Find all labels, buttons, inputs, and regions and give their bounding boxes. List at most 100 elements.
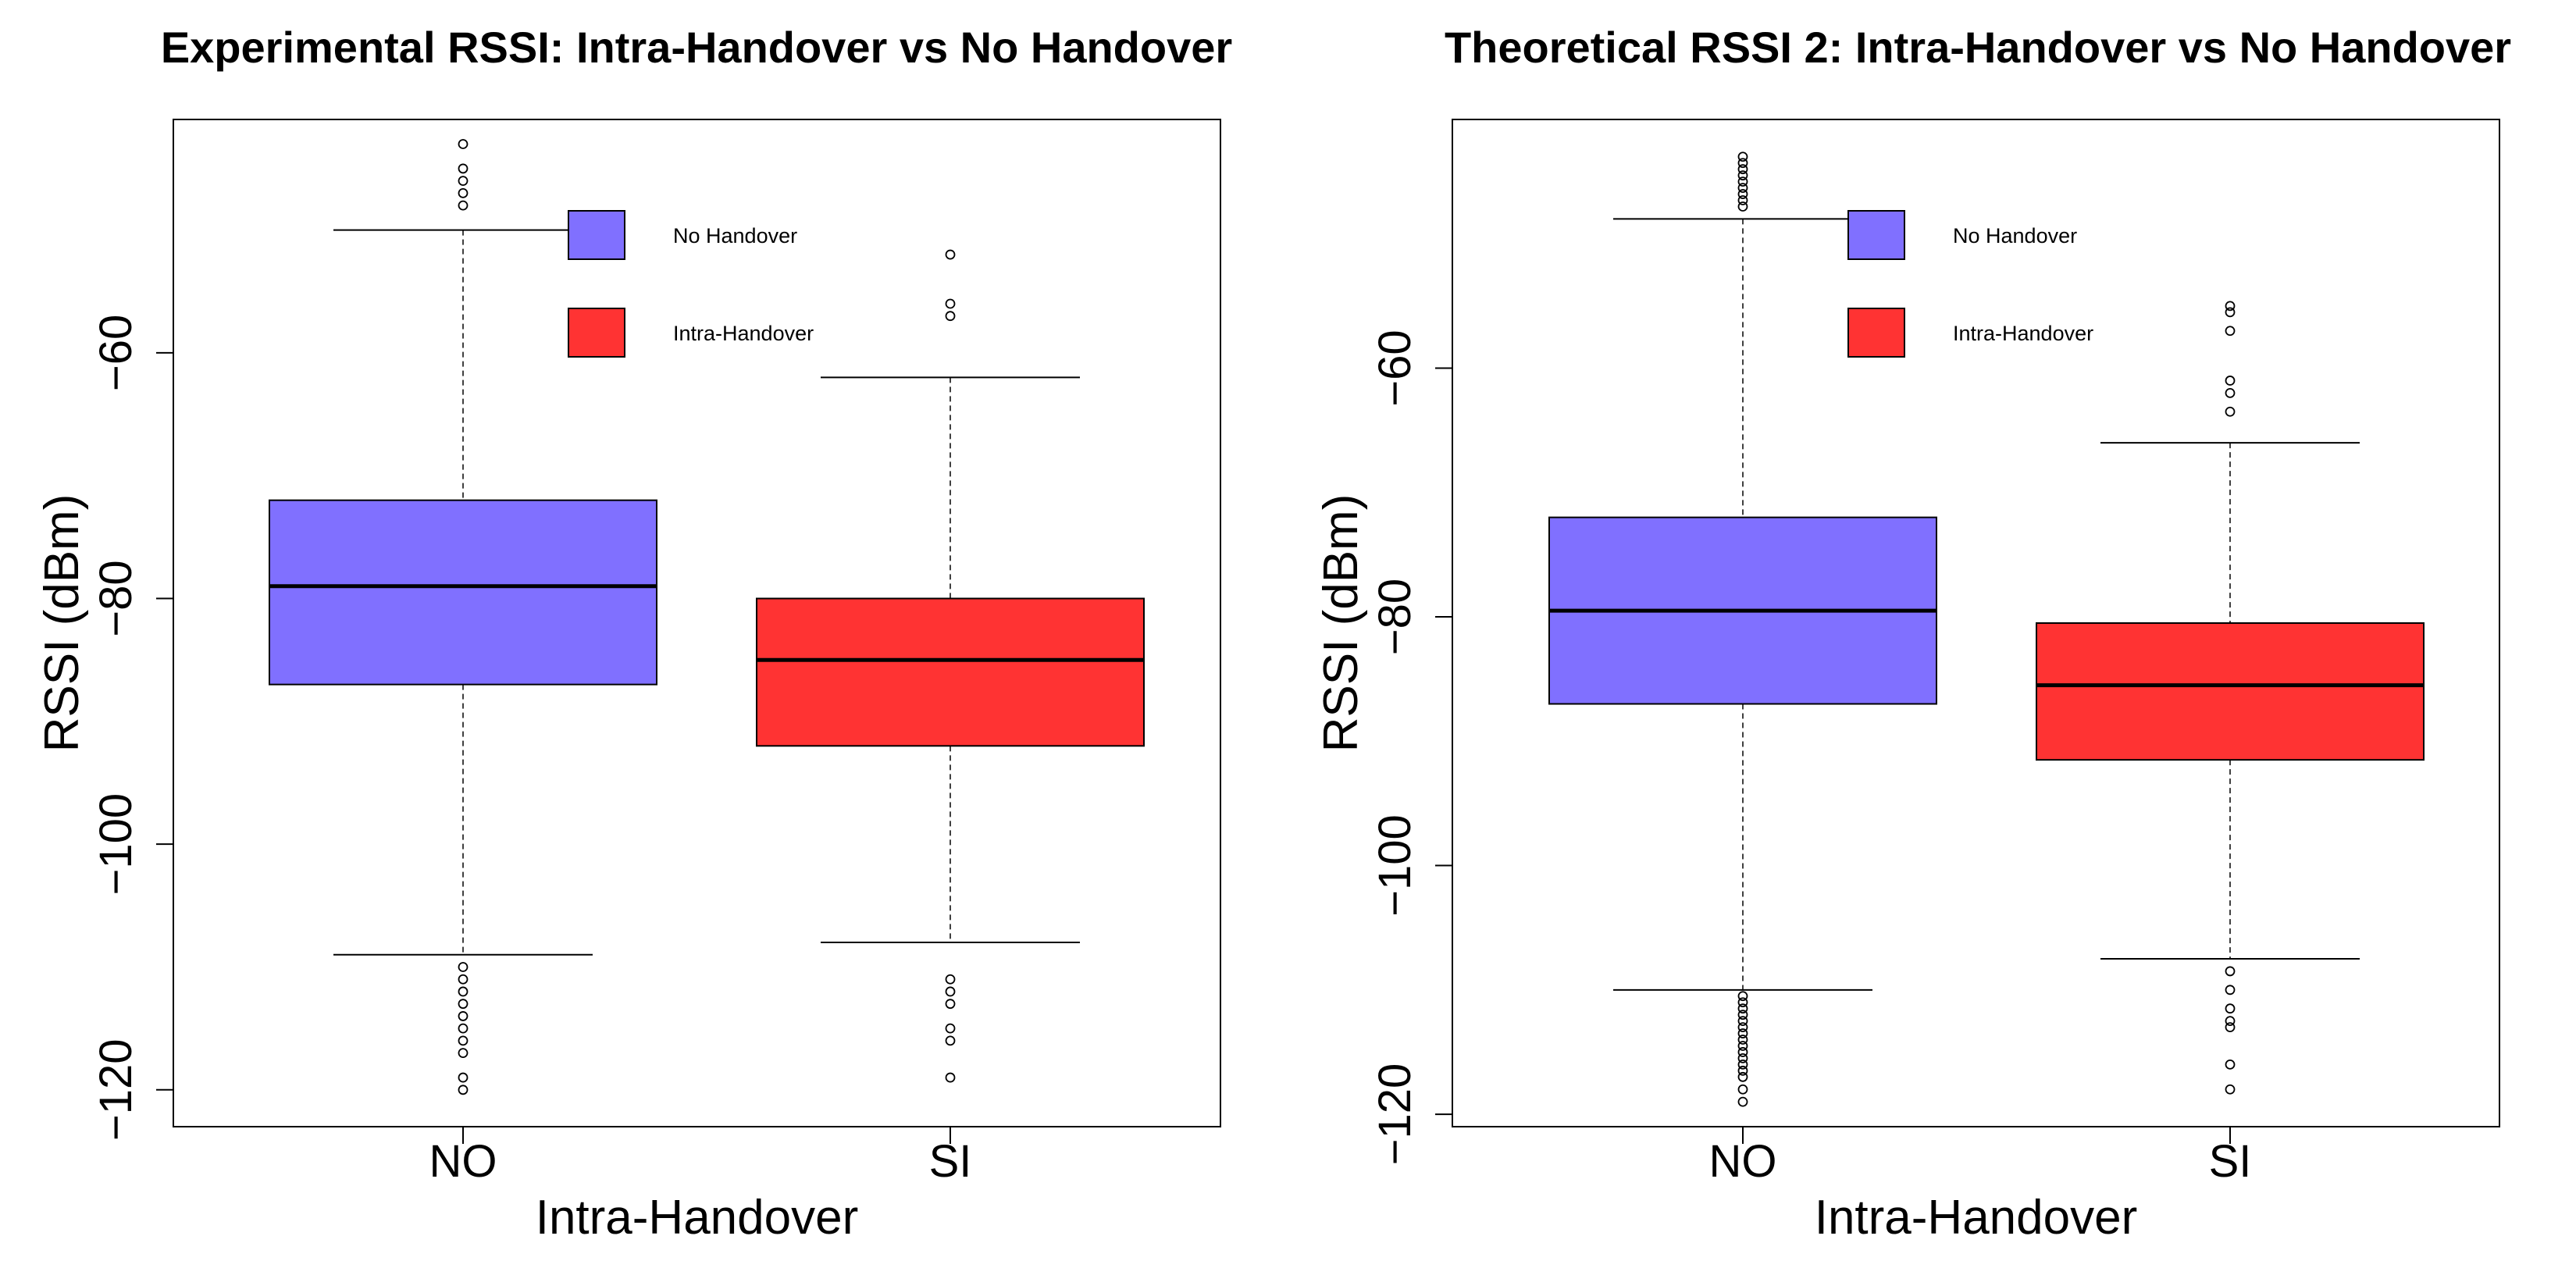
legend-swatch [568,210,625,260]
y-tick-label: −80 [91,560,141,636]
outlier-point [458,986,469,997]
legend-label: No Handover [1953,224,2077,248]
outlier-point [2225,376,2236,386]
outlier-point [458,1085,469,1095]
legend-label: Intra-Handover [673,322,814,345]
outlier-point [1737,151,1748,162]
outlier-point [945,974,956,985]
y-axis-label: RSSI (dBm) [35,494,89,753]
outlier-point [2225,1022,2236,1032]
outlier-point [458,1011,469,1021]
outlier-point [2225,387,2236,398]
x-axis-label: Intra-Handover [536,1191,859,1245]
outlier-point [1737,1028,1748,1038]
x-tick-label-si: SI [929,1136,972,1187]
theoretical-rssi-panel: Theoretical RSSI 2: Intra-Handover vs No… [1314,23,2511,1245]
outlier-point [2225,301,2236,312]
outlier-point [1737,1065,1748,1076]
x-axis-label: Intra-Handover [1815,1191,2138,1245]
outlier-point [2225,1003,2236,1014]
legend-label: No Handover [673,224,797,248]
outlier-point [945,249,956,260]
y-tick-label: −80 [1370,579,1420,655]
outlier-point [1737,1047,1748,1057]
outlier-point [458,139,469,149]
outlier-point [1737,1059,1748,1070]
y-tick-label: −120 [91,1038,141,1141]
experimental-rssi-panel: Experimental RSSI: Intra-Handover vs No … [35,23,1232,1245]
x-tick-label-si: SI [2209,1136,2252,1187]
outlier-point [945,311,956,322]
outlier-point [1737,195,1748,205]
outlier-point [458,974,469,985]
outlier-point [1737,189,1748,199]
outlier-point [1737,1071,1748,1082]
outlier-point [458,1048,469,1059]
outlier-point [1737,1010,1748,1020]
outlier-point [2225,326,2236,337]
outlier-point [1737,1041,1748,1051]
chart-title: Experimental RSSI: Intra-Handover vs No … [161,23,1232,72]
legend-swatch [568,308,625,358]
outlier-point [1737,1035,1748,1045]
y-axis-label: RSSI (dBm) [1314,494,1368,753]
y-tick-label: −100 [1370,814,1420,917]
box-si [756,249,1145,1083]
legend: No Handover Intra-Handover [1847,210,2093,358]
outlier-point [458,1035,469,1046]
y-tick-label: −60 [1370,329,1420,406]
outlier-point [458,200,469,211]
outlier-point [2225,406,2236,417]
y-tick-label: −100 [91,793,141,896]
x-tick-label-no: NO [1709,1136,1777,1187]
outlier-point [1737,158,1748,169]
outlier-point [1737,201,1748,212]
outlier-point [945,986,956,997]
outlier-point [458,187,469,198]
outlier-point [2225,307,2236,318]
outlier-point [1737,176,1748,187]
outlier-point [2225,985,2236,996]
outlier-point [458,176,469,187]
box-iqr [2036,622,2425,761]
outlier-point [1737,170,1748,181]
outlier-point [1737,1003,1748,1014]
outlier-point [945,298,956,309]
plot-frame [1452,119,2500,1127]
legend-swatch [1847,210,1905,260]
chart-title: Theoretical RSSI 2: Intra-Handover vs No… [1445,23,2511,72]
outlier-point [945,1072,956,1083]
outlier-point [458,962,469,972]
outlier-point [2225,966,2236,977]
box-iqr [756,597,1145,747]
outlier-point [1737,1096,1748,1107]
outlier-point [2225,1059,2236,1070]
legend-swatch [1847,308,1905,358]
box-no [269,139,657,1095]
outlier-point [945,1035,956,1046]
legend: No Handover Intra-Handover [568,210,814,358]
outlier-point [1737,1022,1748,1032]
y-tick-label: −60 [91,315,141,391]
outlier-point [1737,183,1748,193]
box-si [2036,301,2425,1095]
x-tick-label-no: NO [429,1136,497,1187]
y-tick-label: −120 [1370,1063,1420,1166]
outlier-point [2225,1084,2236,1095]
outlier-point [945,1023,956,1034]
outlier-point [458,1023,469,1034]
outlier-point [1737,991,1748,1002]
outlier-point [945,999,956,1010]
box-iqr [269,499,657,686]
outlier-point [458,1072,469,1083]
outlier-point [458,999,469,1010]
outlier-point [1737,1084,1748,1095]
plot-frame [173,119,1221,1127]
outlier-point [458,163,469,174]
outlier-point [1737,1016,1748,1027]
outlier-point [2225,1016,2236,1027]
legend-label: Intra-Handover [1953,322,2093,345]
outlier-point [1737,164,1748,175]
box-no [1548,151,1937,1107]
